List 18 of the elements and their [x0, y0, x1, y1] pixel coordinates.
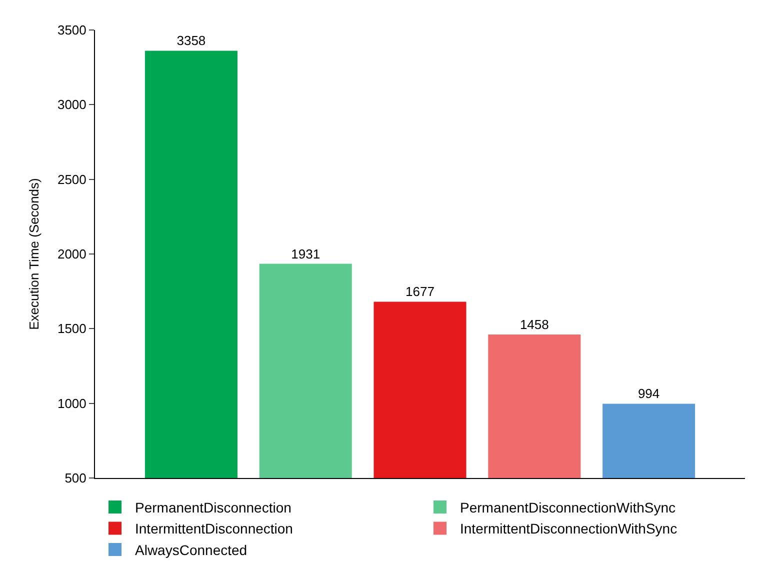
- y-tick-label: 2000: [57, 246, 86, 262]
- y-tick-label: 3500: [57, 22, 86, 38]
- data-label: 1677: [406, 284, 434, 300]
- data-label: 994: [638, 386, 660, 402]
- data-label: 1931: [291, 246, 320, 262]
- data-label: 1458: [520, 316, 549, 332]
- y-tick-label: 1500: [57, 321, 86, 336]
- data-label: 3358: [176, 33, 206, 48]
- legend-label: PermanentDisconnection: [135, 500, 292, 516]
- y-tick-label: 3000: [57, 97, 86, 112]
- y-axis-title: Execution Time (Seconds): [26, 178, 42, 330]
- legend-label: IntermittentDisconnection: [135, 520, 293, 537]
- y-tick-label: 500: [64, 470, 86, 486]
- legend-label: AlwaysConnected: [135, 542, 248, 558]
- legend-label: IntermittentDisconnectionWithSync: [460, 520, 678, 537]
- legend-label: PermanentDisconnectionWithSync: [460, 500, 676, 516]
- y-tick-label: 2500: [57, 172, 86, 187]
- y-tick-label: 1000: [57, 396, 86, 411]
